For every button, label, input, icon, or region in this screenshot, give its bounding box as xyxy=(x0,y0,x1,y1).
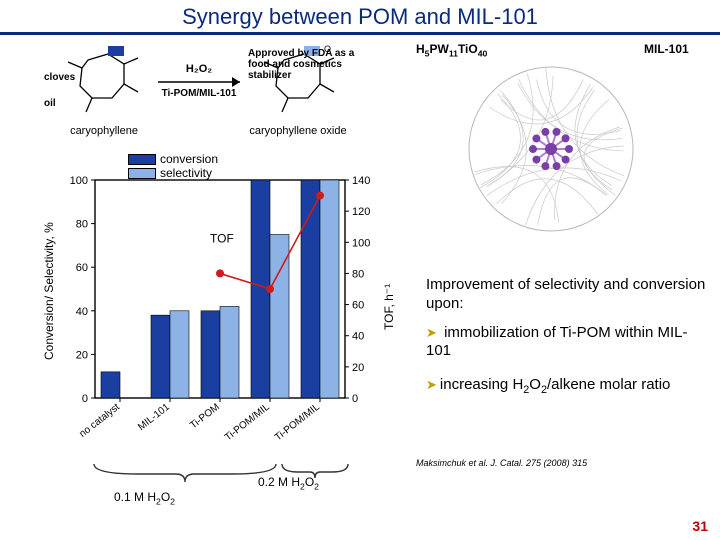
svg-text:60: 60 xyxy=(352,300,364,312)
legend-conversion: conversion xyxy=(160,152,218,166)
fda-note: Approved by FDA as a food and cosmetics … xyxy=(248,48,368,81)
svg-text:MIL-101: MIL-101 xyxy=(136,401,172,433)
mil-101-structure xyxy=(456,54,646,244)
svg-text:60: 60 xyxy=(76,262,88,274)
chart-legend: conversion selectivity xyxy=(128,152,218,180)
bullet-immobilization: ➤ immobilization of Ti-POM within MIL-10… xyxy=(426,324,706,360)
triangle-bullet-icon: ➤ xyxy=(426,325,437,340)
svg-text:Ti-POM/MIL: Ti-POM/MIL xyxy=(223,401,272,443)
cloves-label: cloves xyxy=(44,72,75,83)
svg-text:20: 20 xyxy=(352,362,364,374)
citation: Maksimchuk et al. J. Catal. 275 (2008) 3… xyxy=(416,458,587,468)
oil-label: oil xyxy=(44,98,56,109)
chart-canvas: 0 20 40 60 80 100 0 20 40 60 80 100 120 140 no catalys… xyxy=(50,150,400,460)
brace-left xyxy=(90,462,280,488)
slide: Synergy between POM and MIL-101 H₂O₂ Ti-… xyxy=(0,0,720,540)
svg-text:Ti-POM/MIL: Ti-POM/MIL xyxy=(273,401,322,443)
svg-text:80: 80 xyxy=(352,268,364,280)
svg-text:40: 40 xyxy=(76,306,88,318)
bullet-ratio: ➤increasing H2O2/alkene molar ratio xyxy=(426,376,706,397)
svg-text:0: 0 xyxy=(352,393,358,405)
svg-text:20: 20 xyxy=(76,349,88,361)
svg-text:40: 40 xyxy=(352,331,364,343)
svg-text:100: 100 xyxy=(70,175,88,187)
y2-axis-label: TOF, h⁻¹ xyxy=(382,284,396,330)
reagent-bottom: Ti-POM/MIL-101 xyxy=(162,88,237,99)
annotation-0.1M: 0.1 M H2O2 xyxy=(114,490,175,506)
svg-text:Ti-POM: Ti-POM xyxy=(188,402,222,432)
page-number: 31 xyxy=(692,518,708,534)
svg-text:80: 80 xyxy=(76,219,88,231)
svg-text:100: 100 xyxy=(352,237,370,249)
y1-axis-label: Conversion/ Selectivity, % xyxy=(42,222,56,360)
annotation-0.2M: 0.2 M H2O2 xyxy=(258,475,319,491)
triangle-bullet-icon: ➤ xyxy=(426,377,437,392)
reactant-label: caryophyllene xyxy=(70,125,138,137)
conversion-chart: 0 20 40 60 80 100 0 20 40 60 80 100 120 140 no catalys… xyxy=(50,150,400,465)
svg-text:120: 120 xyxy=(352,206,370,218)
svg-text:140: 140 xyxy=(352,175,370,187)
reagent-top: H₂O₂ xyxy=(186,63,212,75)
svg-text:no catalyst: no catalyst xyxy=(77,402,122,440)
svg-text:0: 0 xyxy=(82,393,88,405)
svg-text:TOF: TOF xyxy=(210,231,234,245)
improvement-heading: Improvement of selectivity and conversio… xyxy=(426,276,706,314)
legend-selectivity: selectivity xyxy=(160,166,212,180)
product-label: caryophyllene oxide xyxy=(249,125,346,137)
slide-title: Synergy between POM and MIL-101 xyxy=(0,4,720,35)
mil-label: MIL-101 xyxy=(644,42,689,56)
